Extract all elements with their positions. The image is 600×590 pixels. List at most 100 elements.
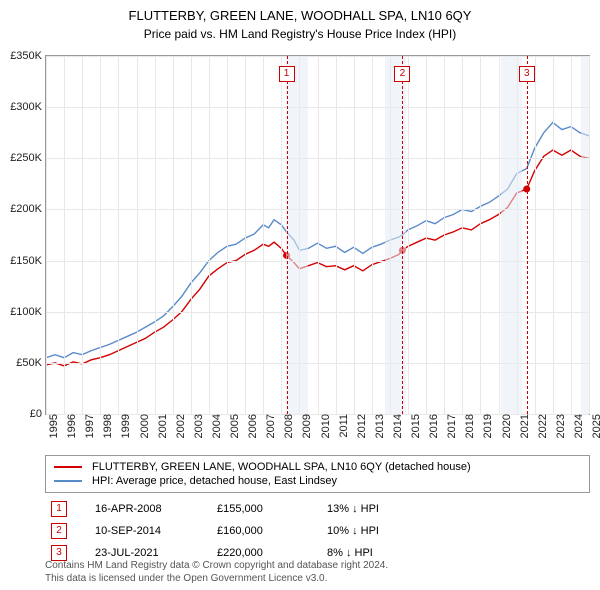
shaded-range	[581, 56, 589, 414]
x-axis-label: 2014	[390, 414, 404, 438]
gridline-vertical	[354, 56, 355, 414]
x-axis-label: 1998	[100, 414, 114, 438]
gridline-vertical	[263, 56, 264, 414]
gridline-vertical	[462, 56, 463, 414]
x-axis-label: 2001	[155, 414, 169, 438]
gridline-vertical	[408, 56, 409, 414]
x-axis-label: 2006	[245, 414, 259, 438]
event-date: 23-JUL-2021	[67, 547, 217, 559]
gridline-vertical	[245, 56, 246, 414]
x-axis-label: 2004	[209, 414, 223, 438]
gridline-vertical	[46, 56, 47, 414]
x-axis-label: 2003	[191, 414, 205, 438]
event-marker-box: 2	[394, 66, 410, 82]
y-axis-label: £0	[30, 408, 46, 420]
x-axis-label: 2020	[499, 414, 513, 438]
x-axis-label: 1996	[64, 414, 78, 438]
event-id-box: 1	[51, 501, 67, 517]
x-axis-label: 2012	[354, 414, 368, 438]
gridline-vertical	[535, 56, 536, 414]
event-date: 10-SEP-2014	[67, 525, 217, 537]
event-marker-box: 3	[519, 66, 535, 82]
x-axis-label: 2025	[589, 414, 600, 438]
footer-line-2: This data is licensed under the Open Gov…	[45, 573, 388, 586]
legend-swatch	[54, 480, 82, 482]
chart-legend: FLUTTERBY, GREEN LANE, WOODHALL SPA, LN1…	[45, 455, 590, 493]
x-axis-label: 1997	[82, 414, 96, 438]
x-axis-label: 2022	[535, 414, 549, 438]
gridline-vertical	[372, 56, 373, 414]
gridline-vertical	[100, 56, 101, 414]
gridline-vertical	[426, 56, 427, 414]
x-axis-label: 2021	[517, 414, 531, 438]
gridline-vertical	[191, 56, 192, 414]
gridline-vertical	[82, 56, 83, 414]
gridline-vertical	[173, 56, 174, 414]
gridline-vertical	[480, 56, 481, 414]
chart-plot-area: £0£50K£100K£150K£200K£250K£300K£350K1995…	[45, 55, 590, 415]
x-axis-label: 2017	[444, 414, 458, 438]
gridline-vertical	[553, 56, 554, 414]
x-axis-label: 2013	[372, 414, 386, 438]
event-pct-vs-hpi: 8% ↓ HPI	[327, 547, 447, 559]
x-axis-label: 1995	[46, 414, 60, 438]
event-price: £155,000	[217, 503, 327, 515]
x-axis-label: 2019	[480, 414, 494, 438]
gridline-vertical	[137, 56, 138, 414]
event-marker-line	[402, 56, 403, 414]
y-axis-label: £250K	[10, 152, 46, 164]
x-axis-label: 2002	[173, 414, 187, 438]
gridline-vertical	[499, 56, 500, 414]
footer-attribution: Contains HM Land Registry data © Crown c…	[45, 560, 388, 585]
chart-title: FLUTTERBY, GREEN LANE, WOODHALL SPA, LN1…	[0, 0, 600, 23]
gridline-vertical	[155, 56, 156, 414]
x-axis-label: 2023	[553, 414, 567, 438]
x-axis-label: 2018	[462, 414, 476, 438]
gridline-vertical	[281, 56, 282, 414]
y-axis-label: £300K	[10, 101, 46, 113]
x-axis-label: 2005	[227, 414, 241, 438]
y-axis-label: £150K	[10, 255, 46, 267]
event-table: 116-APR-2008£155,00013% ↓ HPI210-SEP-201…	[45, 498, 590, 564]
shaded-range	[286, 56, 309, 414]
gridline-vertical	[209, 56, 210, 414]
gridline-vertical	[444, 56, 445, 414]
x-axis-label: 2010	[318, 414, 332, 438]
event-row: 210-SEP-2014£160,00010% ↓ HPI	[45, 520, 590, 542]
gridline-vertical	[571, 56, 572, 414]
y-axis-label: £350K	[10, 50, 46, 62]
event-id-box: 2	[51, 523, 67, 539]
x-axis-label: 1999	[118, 414, 132, 438]
event-marker-box: 1	[279, 66, 295, 82]
event-date: 16-APR-2008	[67, 503, 217, 515]
event-price: £220,000	[217, 547, 327, 559]
x-axis-label: 2024	[571, 414, 585, 438]
gridline-vertical	[64, 56, 65, 414]
legend-swatch	[54, 466, 82, 468]
shaded-range	[501, 56, 522, 414]
x-axis-label: 2015	[408, 414, 422, 438]
y-axis-label: £200K	[10, 203, 46, 215]
gridline-vertical	[589, 56, 590, 414]
event-row: 116-APR-2008£155,00013% ↓ HPI	[45, 498, 590, 520]
x-axis-label: 2016	[426, 414, 440, 438]
event-marker-line	[287, 56, 288, 414]
gridline-vertical	[336, 56, 337, 414]
y-axis-label: £100K	[10, 306, 46, 318]
x-axis-label: 2008	[281, 414, 295, 438]
legend-row: FLUTTERBY, GREEN LANE, WOODHALL SPA, LN1…	[54, 460, 581, 474]
event-pct-vs-hpi: 10% ↓ HPI	[327, 525, 447, 537]
x-axis-label: 2011	[336, 414, 350, 438]
legend-label: HPI: Average price, detached house, East…	[92, 475, 337, 487]
event-id-box: 3	[51, 545, 67, 561]
footer-line-1: Contains HM Land Registry data © Crown c…	[45, 560, 388, 573]
gridline-vertical	[118, 56, 119, 414]
legend-row: HPI: Average price, detached house, East…	[54, 474, 581, 488]
x-axis-label: 2009	[299, 414, 313, 438]
chart-subtitle: Price paid vs. HM Land Registry's House …	[0, 23, 600, 41]
event-marker-line	[527, 56, 528, 414]
gridline-vertical	[318, 56, 319, 414]
chart-container: FLUTTERBY, GREEN LANE, WOODHALL SPA, LN1…	[0, 0, 600, 590]
event-pct-vs-hpi: 13% ↓ HPI	[327, 503, 447, 515]
x-axis-label: 2007	[263, 414, 277, 438]
